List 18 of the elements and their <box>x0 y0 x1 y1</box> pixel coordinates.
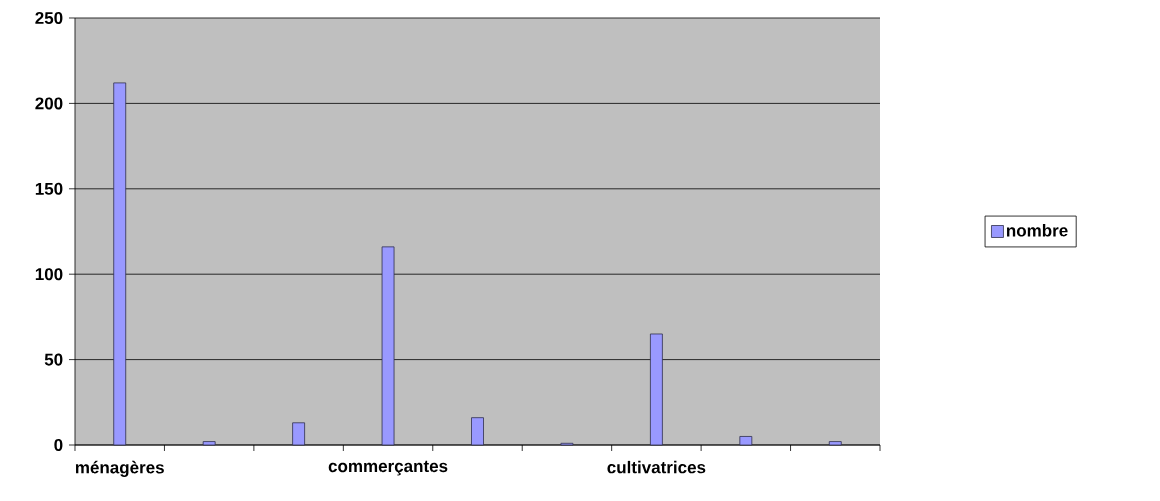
bar <box>202 441 216 446</box>
y-tick-label: 200 <box>35 97 63 110</box>
legend-label: nombre <box>1006 224 1068 237</box>
y-tick-label: 0 <box>54 438 63 452</box>
bar <box>113 82 127 446</box>
bar <box>471 417 484 446</box>
x-tick-label: ménagères <box>75 460 164 477</box>
bar <box>649 333 663 446</box>
y-tick-label: 50 <box>44 353 63 366</box>
bar <box>828 441 842 446</box>
y-tick-label: 150 <box>35 182 63 195</box>
bar <box>292 422 306 446</box>
x-tick-label: commerçantes <box>328 460 448 476</box>
y-tick-label: 250 <box>35 11 63 25</box>
bar <box>739 436 753 446</box>
x-tick-label: cultivatrices <box>607 460 706 474</box>
y-tick-label: 100 <box>35 268 63 281</box>
bar <box>381 246 395 446</box>
